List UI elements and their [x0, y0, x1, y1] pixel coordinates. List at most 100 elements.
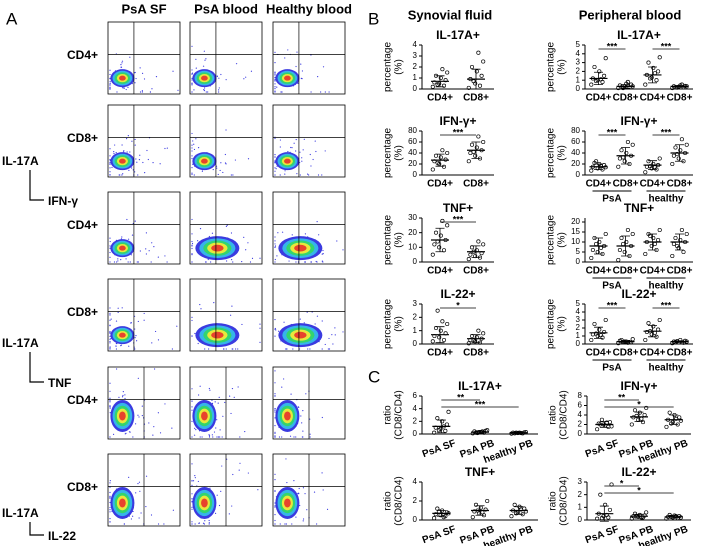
event-dot [274, 167, 276, 169]
sd-bar [599, 421, 609, 428]
category-label: CD4+ [640, 266, 666, 277]
event-dot [274, 170, 276, 172]
event-dot [274, 137, 276, 140]
event-dot [224, 401, 226, 404]
event-dot [116, 261, 118, 263]
event-dot [281, 231, 284, 233]
data-point [607, 507, 612, 512]
category-label: CD4+ [586, 179, 612, 190]
data-point [649, 332, 654, 337]
event-dot [191, 167, 193, 169]
event-dot [274, 327, 276, 330]
event-dot [166, 147, 168, 149]
event-dot [317, 174, 320, 176]
data-point [437, 245, 442, 250]
event-dot [109, 312, 111, 314]
event-dot [316, 523, 318, 525]
category-label: CD8+ [667, 266, 693, 277]
event-dot [117, 307, 119, 309]
event-dot [204, 348, 206, 350]
event-dot [202, 522, 205, 524]
event-dot [284, 173, 286, 175]
data-point [468, 252, 473, 257]
event-dot [191, 79, 193, 81]
event-dot [229, 314, 232, 316]
event-dot [296, 51, 298, 53]
event-dot [222, 171, 224, 174]
data-point [466, 85, 471, 90]
event-dot [115, 368, 118, 370]
data-point [440, 218, 445, 223]
event-dot [230, 174, 232, 176]
data-point [625, 79, 630, 85]
event-dot [279, 146, 281, 148]
event-dot [192, 480, 195, 482]
y-tick-label: 1 [576, 75, 581, 84]
event-dot [191, 500, 193, 502]
event-dot [251, 257, 254, 259]
event-dot [127, 135, 129, 137]
event-dot [135, 158, 137, 160]
data-point [622, 249, 627, 255]
data-point [441, 337, 447, 343]
event-dot [145, 253, 147, 255]
data-point [514, 511, 519, 516]
event-dot [192, 140, 194, 142]
event-dot [209, 487, 211, 489]
event-dot [109, 390, 111, 392]
event-dot [281, 386, 283, 388]
density-plot [107, 21, 181, 95]
data-point [445, 223, 450, 228]
event-dot [218, 91, 220, 93]
data-point [430, 84, 435, 89]
event-dot [109, 155, 111, 157]
event-dot [146, 149, 148, 152]
y-tick-label: 2 [578, 420, 583, 429]
category-label: CD4+ [586, 93, 612, 104]
event-dot [151, 342, 153, 344]
event-dot [126, 151, 128, 153]
event-dot [274, 473, 276, 475]
event-dot [295, 150, 297, 152]
event-dot [211, 232, 214, 234]
event-dot [197, 146, 200, 149]
density-contour [119, 75, 126, 81]
significance-label: *** [475, 399, 486, 409]
data-point [656, 69, 661, 74]
event-dot [202, 65, 205, 67]
event-dot [225, 225, 228, 227]
data-point [440, 419, 445, 424]
data-point [624, 239, 629, 245]
event-dot [145, 475, 148, 477]
event-dot [191, 233, 193, 235]
event-dot [130, 518, 133, 520]
event-dot [234, 159, 237, 161]
sd-bar [669, 414, 679, 425]
event-dot [109, 511, 111, 513]
event-dot [342, 331, 344, 333]
event-dot [141, 414, 143, 417]
event-dot [281, 436, 283, 438]
event-dot [131, 234, 134, 236]
data-point [440, 319, 445, 324]
event-dot [204, 520, 206, 522]
data-point [676, 156, 681, 161]
event-dot [277, 232, 279, 234]
sd-bar [435, 153, 445, 167]
event-dot [194, 475, 196, 477]
significance-label: *** [607, 127, 618, 137]
event-dot [191, 436, 193, 438]
event-dot [290, 146, 292, 149]
data-point [603, 231, 608, 237]
event-dot [287, 151, 289, 153]
event-dot [125, 258, 127, 260]
data-point [643, 337, 648, 343]
event-dot [115, 345, 117, 347]
event-dot [322, 249, 324, 252]
sd-bar [634, 411, 644, 423]
event-dot [228, 513, 230, 515]
y-axis-label: (CD8/CD4) [559, 390, 570, 439]
category-label: CD8+ [613, 179, 639, 190]
y-tick-label: 3 [413, 51, 418, 60]
event-dot [225, 348, 227, 350]
